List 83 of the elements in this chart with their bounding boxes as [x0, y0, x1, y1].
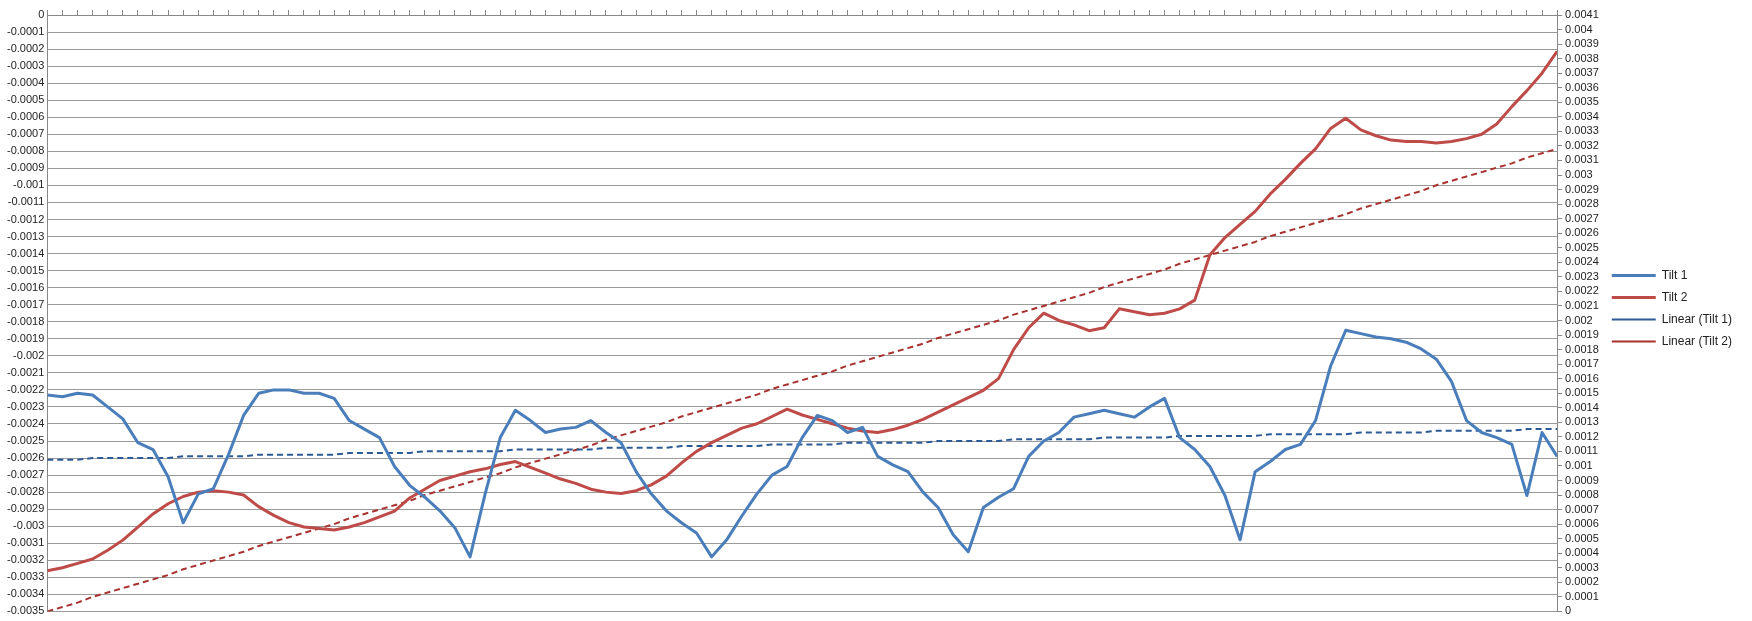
y2-tick-label: 0.0008 — [1565, 488, 1599, 501]
y2-tick-label: 0.0038 — [1565, 51, 1599, 64]
y-tick-label: -0.0031 — [7, 536, 45, 549]
y2-tick-label: 0.0009 — [1565, 473, 1599, 486]
y-tick-label: -0.0028 — [7, 485, 45, 498]
y2-tick-label: 0.0012 — [1565, 429, 1599, 442]
line-series — [47, 428, 1558, 461]
y2-tick-label: 0.0031 — [1565, 153, 1599, 166]
y2-tick-label: 0.0039 — [1565, 37, 1599, 50]
y2-tick-label: 0.0018 — [1565, 342, 1599, 355]
y2-tick-label: 0.002 — [1565, 313, 1593, 326]
y2-tick-label: 0.0037 — [1565, 66, 1599, 79]
y2-tick-label: 0.0021 — [1565, 298, 1599, 311]
y2-tick-label: 0 — [1565, 604, 1572, 617]
y-tick-label: -0.0019 — [7, 331, 45, 344]
y-tick-label: -0.0022 — [7, 382, 45, 395]
legend-label: Tilt 2 — [1661, 289, 1688, 304]
y-tick-label: -0.0023 — [7, 399, 45, 412]
y-tick-label: -0.0009 — [7, 161, 45, 174]
y-tick-label: -0.0025 — [7, 434, 45, 447]
y2-tick-label: 0.004 — [1565, 22, 1593, 35]
y2-tick-label: 0.0016 — [1565, 371, 1599, 384]
y2-tick-label: 0.0041 — [1565, 8, 1599, 21]
y2-tick-label: 0.0023 — [1565, 269, 1599, 282]
y2-tick-label: 0.0027 — [1565, 211, 1599, 224]
y-tick-label: -0.0012 — [7, 212, 45, 225]
y-tick-label: -0.001 — [13, 178, 45, 191]
y2-tick-label: 0.0035 — [1565, 95, 1599, 108]
y2-tick-label: 0.0024 — [1565, 255, 1599, 268]
y2-tick-label: 0.0004 — [1565, 546, 1599, 559]
y-tick-label: 0 — [38, 8, 45, 21]
y2-tick-label: 0.0015 — [1565, 386, 1599, 399]
y2-tick-label: 0.0002 — [1565, 575, 1599, 588]
y-tick-label: -0.0013 — [7, 229, 45, 242]
y-tick-label: -0.003 — [13, 519, 45, 532]
y-tick-label: -0.0008 — [7, 144, 45, 157]
y-tick-label: -0.0026 — [7, 451, 45, 464]
y2-tick-label: 0.0017 — [1565, 357, 1599, 370]
y-tick-label: -0.0016 — [7, 280, 45, 293]
legend-label: Linear (Tilt 2) — [1661, 333, 1733, 348]
y-tick-label: -0.0006 — [7, 110, 45, 123]
y2-tick-label: 0.0007 — [1565, 502, 1599, 515]
y-tick-label: -0.0034 — [7, 587, 45, 600]
y-tick-label: -0.0005 — [7, 93, 45, 106]
y2-tick-label: 0.0014 — [1565, 400, 1599, 413]
legend-label: Linear (Tilt 1) — [1661, 311, 1733, 326]
y-tick-label: -0.0033 — [7, 570, 45, 583]
y-tick-label: -0.0011 — [7, 195, 45, 208]
y2-tick-label: 0.0011 — [1565, 444, 1598, 457]
y2-tick-label: 0.0029 — [1565, 182, 1599, 195]
y2-tick-label: 0.0019 — [1565, 328, 1599, 341]
y2-tick-label: 0.0013 — [1565, 415, 1599, 428]
y2-tick-label: 0.003 — [1565, 168, 1593, 181]
y-tick-label: -0.002 — [13, 348, 45, 361]
y2-tick-label: 0.0032 — [1565, 138, 1599, 151]
y-tick-label: -0.0021 — [7, 365, 45, 378]
y-tick-label: -0.0032 — [7, 553, 45, 566]
y2-tick-label: 0.0022 — [1565, 284, 1599, 297]
y-tick-label: -0.0015 — [7, 263, 45, 276]
y-tick-label: -0.0004 — [7, 76, 45, 89]
legend-label: Tilt 1 — [1661, 267, 1688, 282]
y-tick-label: -0.0007 — [7, 127, 45, 140]
y-tick-label: -0.0029 — [7, 502, 45, 515]
y2-tick-label: 0.0028 — [1565, 197, 1599, 210]
y2-tick-label: 0.0003 — [1565, 560, 1599, 573]
y-tick-label: -0.0035 — [7, 604, 45, 617]
y2-tick-label: 0.0025 — [1565, 240, 1599, 253]
y2-tick-label: 0.0036 — [1565, 80, 1599, 93]
y-tick-label: -0.0024 — [7, 416, 45, 429]
y-tick-label: -0.0002 — [7, 42, 45, 55]
y-tick-label: -0.0027 — [7, 468, 45, 481]
y-tick-label: -0.0003 — [7, 59, 45, 72]
y-tick-label: -0.0018 — [7, 314, 45, 327]
y2-tick-label: 0.0001 — [1565, 589, 1599, 602]
y2-tick-label: 0.0005 — [1565, 531, 1599, 544]
y2-tick-label: 0.0033 — [1565, 124, 1599, 137]
y2-tick-label: 0.0006 — [1565, 517, 1599, 530]
y2-tick-label: 0.001 — [1565, 458, 1593, 471]
y2-tick-label: 0.0034 — [1565, 109, 1599, 122]
y-tick-label: -0.0017 — [7, 297, 45, 310]
y2-tick-label: 0.0026 — [1565, 226, 1599, 239]
y-tick-label: -0.0001 — [7, 25, 45, 38]
y-tick-label: -0.0014 — [7, 246, 45, 259]
